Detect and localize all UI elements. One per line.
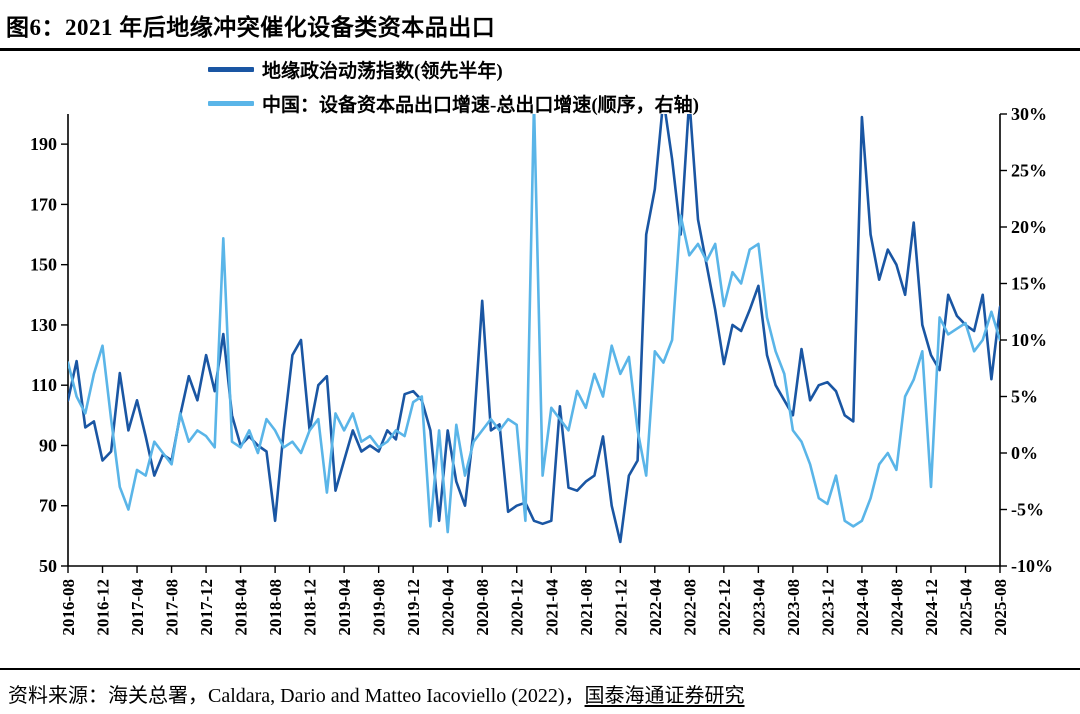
x-axis-label: 2024-12 [922, 579, 941, 636]
x-axis-label: 2023-12 [818, 579, 837, 636]
left-axis-label: 50 [39, 556, 57, 576]
right-axis-label: 25% [1011, 161, 1047, 181]
x-axis-label: 2019-12 [404, 579, 423, 636]
chart-legend: 地缘政治动荡指数(领先半年) 中国：设备资本品出口增速-总出口增速(顺序，右轴) [208, 56, 699, 117]
x-axis-label: 2023-04 [749, 579, 768, 636]
legend-swatch-gpr-index [208, 67, 254, 72]
legend-swatch-export-spread [208, 101, 254, 106]
right-axis-label: 0% [1011, 443, 1038, 463]
left-axis-label: 190 [30, 134, 57, 154]
left-axis-label: 90 [39, 435, 57, 455]
right-axis-label: 15% [1011, 274, 1047, 294]
x-axis-label: 2018-08 [266, 579, 285, 636]
right-axis-label: 10% [1011, 330, 1047, 350]
x-axis-label: 2016-08 [59, 579, 78, 636]
left-axis-label: 170 [30, 194, 57, 214]
x-axis-label: 2023-08 [784, 579, 803, 636]
x-axis-label: 2024-08 [887, 579, 906, 636]
source-note: 资料来源：海关总署，Caldara, Dario and Matteo Iaco… [0, 668, 1080, 714]
x-axis-label: 2019-08 [370, 579, 389, 636]
x-axis-label: 2021-04 [542, 579, 561, 636]
series-line-0 [68, 114, 1000, 544]
legend-label-gpr-index: 地缘政治动荡指数(领先半年) [262, 61, 503, 82]
source-text: 资料来源：海关总署，Caldara, Dario and Matteo Iaco… [8, 685, 585, 707]
right-axis-label: -10% [1011, 556, 1053, 576]
legend-item-export-spread: 中国：设备资本品出口增速-总出口增速(顺序，右轴) [208, 90, 699, 117]
left-axis-label: 130 [30, 315, 57, 335]
right-axis-label: -5% [1011, 500, 1044, 520]
x-axis-label: 2017-04 [128, 579, 147, 636]
x-axis-label: 2022-04 [646, 579, 665, 636]
figure-title-bar: 图6：2021 年后地缘冲突催化设备类资本品出口 [0, 0, 1080, 51]
x-axis-label: 2020-04 [439, 579, 458, 636]
x-axis-label: 2019-04 [335, 579, 354, 636]
left-axis-label: 110 [31, 375, 57, 395]
x-axis-label: 2020-08 [473, 579, 492, 636]
x-axis-label: 2017-12 [197, 579, 216, 636]
series-line-1 [68, 114, 1000, 534]
legend-label-export-spread: 中国：设备资本品出口增速-总出口增速(顺序，右轴) [262, 95, 699, 116]
source-link[interactable]: 国泰海通证券研究 [584, 685, 745, 707]
x-axis-label: 2024-04 [853, 579, 872, 636]
x-axis-label: 2022-12 [715, 579, 734, 636]
right-axis-label: 5% [1011, 387, 1038, 407]
x-axis-label: 2025-08 [991, 579, 1010, 636]
legend-item-gpr-index: 地缘政治动荡指数(领先半年) [208, 56, 699, 83]
figure-title: 图6：2021 年后地缘冲突催化设备类资本品出口 [6, 15, 496, 40]
line-chart-canvas: 50 70 90 110 130 150 170 190 -10% -5% 0% 5% 10% 15% 20… [30, 104, 1053, 636]
left-axis-label: 70 [39, 496, 57, 516]
x-axis-label: 2021-12 [611, 579, 630, 636]
x-axis-label: 2018-04 [232, 579, 251, 636]
x-axis-label: 2016-12 [94, 579, 113, 636]
right-axis-label: 20% [1011, 217, 1047, 237]
chart-area: 50 70 90 110 130 150 170 190 -10% -5% 0% 5% 10% 15% 20… [0, 100, 1080, 662]
x-axis-label: 2017-08 [163, 579, 182, 636]
x-axis-label: 2018-12 [301, 579, 320, 636]
x-axis-label: 2020-12 [508, 579, 527, 636]
x-axis-label: 2022-08 [680, 579, 699, 636]
left-axis-label: 150 [30, 255, 57, 275]
right-axis-label: 30% [1011, 104, 1047, 124]
x-axis-label: 2021-08 [577, 579, 596, 636]
x-axis-label: 2025-04 [956, 579, 975, 636]
